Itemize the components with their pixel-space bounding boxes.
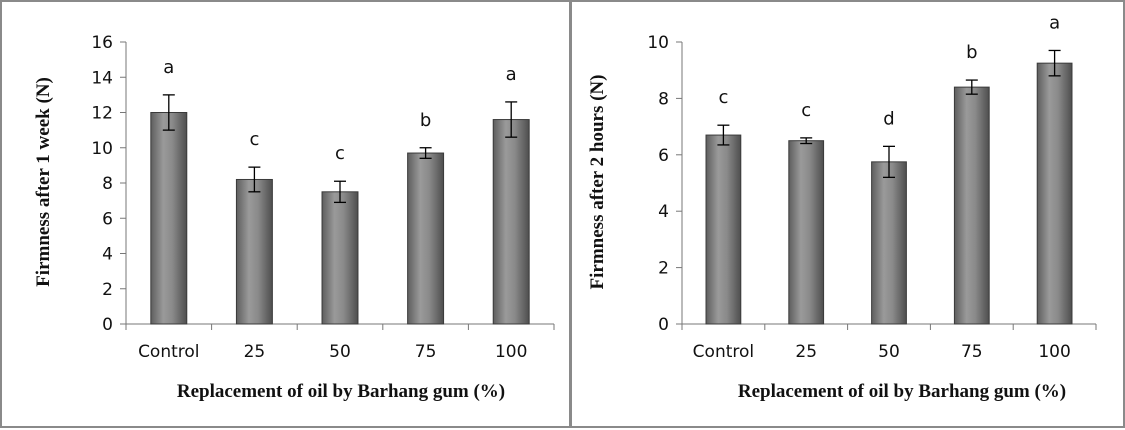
significance-letter: c — [718, 87, 728, 108]
y-tick-label: 10 — [647, 33, 669, 53]
chart-panel-firmness-2-hours: 0 2 4 6 8 10 c Control c 25 d 50 b 75 a 100 Replacement … — [571, 0, 1125, 428]
x-tick-label: Control — [693, 342, 754, 362]
x-tick-label: 75 — [415, 342, 437, 362]
y-tick-label: 10 — [91, 139, 113, 159]
significance-letter: d — [883, 108, 894, 129]
y-tick-label: 6 — [102, 209, 113, 229]
x-tick-label: 25 — [244, 342, 266, 362]
y-tick-label: 6 — [658, 146, 669, 166]
significance-letter: b — [420, 110, 431, 131]
y-tick-label: 8 — [658, 89, 669, 109]
x-tick-label: 50 — [878, 342, 900, 362]
significance-letter: c — [801, 100, 811, 121]
x-tick-label: 100 — [495, 342, 527, 362]
x-tick-label: Control — [138, 342, 199, 362]
bar-75 — [953, 86, 990, 325]
x-axis-title: Replacement of oil by Barhang gum (%) — [177, 381, 505, 402]
x-tick-label: 50 — [329, 342, 351, 362]
significance-letter: b — [966, 42, 977, 63]
x-tick-label: 100 — [1038, 342, 1070, 362]
y-tick-label: 2 — [102, 280, 113, 300]
x-tick-label: 75 — [961, 342, 983, 362]
x-axis-title: Replacement of oil by Barhang gum (%) — [738, 381, 1066, 402]
bar-75 — [407, 152, 445, 325]
y-tick-label: 0 — [102, 315, 113, 335]
significance-letter: a — [506, 64, 517, 85]
bar-control — [705, 134, 742, 325]
x-tick-label: 25 — [795, 342, 817, 362]
chart-panel-firmness-1-week: 0 2 4 6 8 10 12 14 16 a Control c 25 c 50 b 75 a 100 Replac… — [0, 0, 571, 428]
bar-50 — [871, 161, 907, 325]
chart-svg: 0 2 4 6 8 10 c Control c 25 d 50 b 75 a 100 Replacement … — [587, 12, 1097, 402]
significance-letter: a — [163, 57, 174, 78]
y-tick-label: 2 — [658, 259, 669, 279]
bar-100 — [492, 119, 530, 325]
y-tick-label: 8 — [102, 174, 113, 194]
bar-25 — [788, 140, 825, 325]
y-tick-label: 14 — [91, 68, 113, 88]
y-axis-title: Firmness after 1 week (N) — [33, 77, 54, 287]
significance-letter: a — [1049, 12, 1060, 33]
y-tick-label: 4 — [658, 202, 669, 222]
significance-letter: c — [249, 129, 259, 150]
significance-letter: c — [335, 143, 345, 164]
bar-control — [150, 112, 188, 325]
y-tick-label: 16 — [91, 33, 113, 53]
y-tick-label: 12 — [91, 104, 113, 124]
bar-50 — [321, 191, 359, 325]
y-tick-label: 0 — [658, 315, 669, 335]
bar-25 — [235, 178, 273, 325]
chart-svg: 0 2 4 6 8 10 12 14 16 a Control c 25 c 50 b 75 a 100 Replac… — [33, 33, 555, 402]
y-tick-label: 4 — [102, 245, 113, 265]
bar-100 — [1036, 62, 1073, 325]
y-axis-title: Firmness after 2 hours (N) — [587, 75, 608, 290]
